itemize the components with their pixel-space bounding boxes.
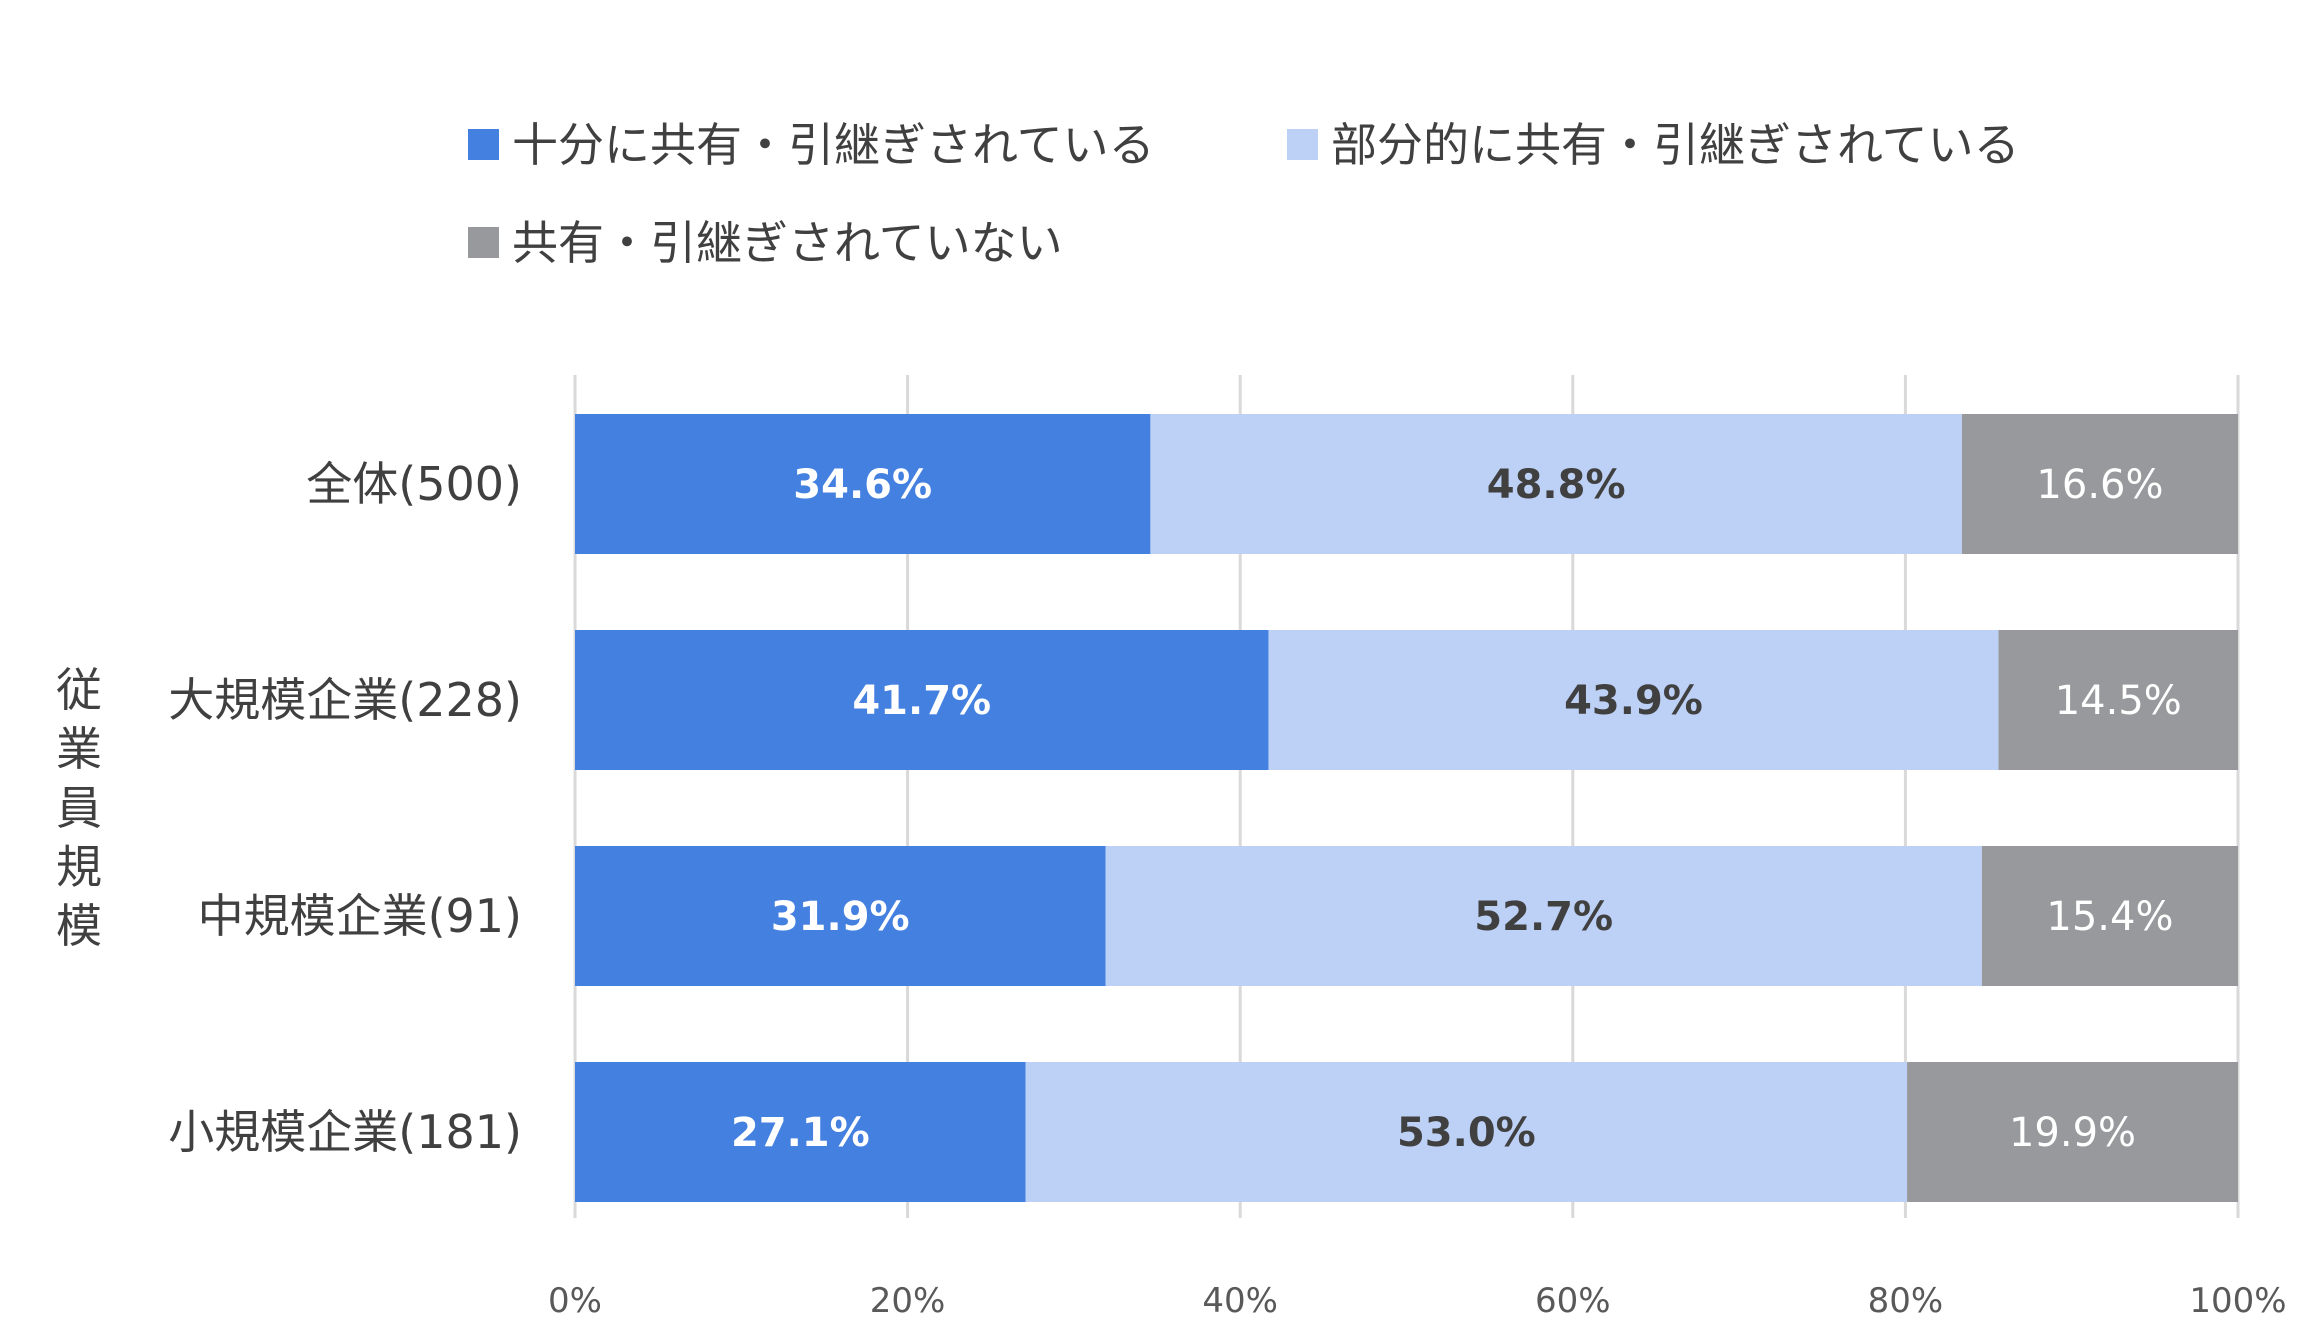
bar-segment — [575, 630, 1269, 770]
bar-data-label: 34.6% — [793, 462, 932, 508]
category-label: 小規模企業(181) — [168, 1105, 522, 1159]
legend-label: 共有・引継ぎされていない — [512, 216, 1063, 270]
y-axis-label-char: 規 — [56, 840, 102, 894]
bar-data-label: 41.7% — [852, 678, 991, 724]
x-tick-label: 100% — [2189, 1281, 2286, 1321]
bar-data-label: 31.9% — [771, 894, 910, 940]
bar-segment — [575, 414, 1151, 554]
bar-data-label: 16.6% — [2036, 462, 2163, 508]
bar-segment — [1268, 630, 1999, 770]
x-tick-labels: 0% 20% 40% 60% 80% 100% — [548, 1281, 2287, 1321]
bar-data-label: 48.8% — [1487, 462, 1626, 508]
category-label: 中規模企業(91) — [198, 889, 522, 943]
bar-segments — [575, 414, 2238, 1202]
bar-segment — [1105, 846, 1982, 986]
bar-segment — [1998, 630, 2238, 770]
y-axis-label-char: 業 — [56, 722, 102, 776]
bar-data-label: 52.7% — [1474, 894, 1613, 940]
bar-data-label: 27.1% — [731, 1110, 870, 1156]
bar-data-label: 15.4% — [2046, 894, 2173, 940]
legend-swatch — [1287, 129, 1318, 160]
y-axis-label-char: 員 — [56, 781, 102, 835]
bar-segment — [1150, 414, 1962, 554]
bar-data-label: 14.5% — [2055, 678, 2182, 724]
x-tick-label: 0% — [548, 1281, 602, 1321]
bar-segment — [575, 846, 1106, 986]
bar-segment — [1961, 414, 2238, 554]
x-tick-label: 60% — [1535, 1281, 1611, 1321]
legend-swatch — [468, 227, 499, 258]
x-tick-label: 20% — [870, 1281, 946, 1321]
category-label: 大規模企業(228) — [168, 673, 522, 727]
bar-data-label: 53.0% — [1397, 1110, 1536, 1156]
category-label: 全体(500) — [306, 457, 522, 511]
x-tick-label: 40% — [1202, 1281, 1278, 1321]
y-axis-label-char: 模 — [56, 899, 102, 953]
bar-segment — [1025, 1062, 1908, 1202]
x-tick-label: 80% — [1868, 1281, 1944, 1321]
legend-swatch — [468, 129, 499, 160]
bar-segment — [1907, 1062, 2238, 1202]
legend: 十分に共有・引継ぎされている 部分的に共有・引継ぎされている共有・引継ぎされていな… — [468, 118, 2020, 270]
legend-label: 十分に共有・引継ぎされている — [512, 118, 1155, 172]
bar-segment — [1981, 846, 2238, 986]
segment-labels: 34.6% 48.8% 16.6% 41.7% 43.9% 14.5% 31.9% 52.7%… — [731, 462, 2182, 1156]
bar-segment — [575, 1062, 1026, 1202]
legend-label: 部分的に共有・引継ぎされている — [1331, 118, 2020, 172]
category-labels: 全体(500) 大規模企業(228) 中規模企業(91) 小規模企業(181) — [168, 457, 522, 1159]
bar-data-label: 19.9% — [2009, 1110, 2136, 1156]
y-axis-label-char: 従 — [56, 663, 102, 717]
bar-data-label: 43.9% — [1564, 678, 1703, 724]
